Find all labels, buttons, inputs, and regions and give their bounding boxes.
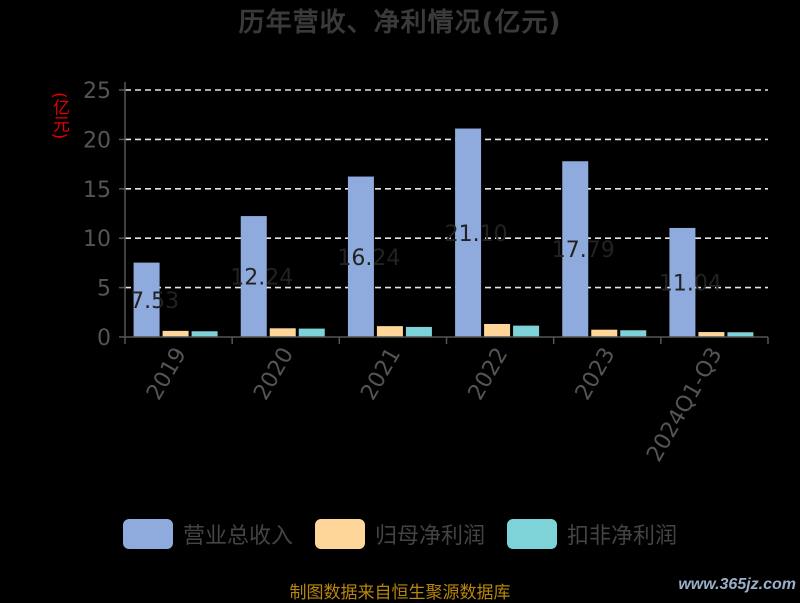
data-source-note: 制图数据来自恒生聚源数据库 [289, 583, 511, 603]
data-label-revenue: 11.04 [659, 271, 722, 296]
y-tick-label: 25 [83, 79, 111, 104]
data-label-revenue: 17.79 [552, 238, 615, 263]
bar-net-profit[interactable] [162, 330, 189, 337]
bar-deducted-profit[interactable] [405, 326, 432, 337]
legend-item-revenue[interactable]: 营业总收入 [122, 518, 293, 550]
y-tick-label: 15 [83, 178, 111, 203]
legend-label-deducted-profit: 扣非净利润 [567, 524, 678, 549]
x-tick-label: 2024Q1-Q3 [642, 344, 727, 467]
y-tick-label: 5 [97, 277, 111, 302]
x-tick-label: 2023 [571, 344, 621, 405]
bar-net-profit[interactable] [484, 323, 511, 337]
bar-deducted-profit[interactable] [191, 331, 218, 337]
legend-label-net-profit: 归母净利润 [374, 524, 485, 549]
legend-label-revenue: 营业总收入 [182, 524, 293, 549]
bar-net-profit[interactable] [376, 326, 403, 337]
bar-net-profit[interactable] [698, 332, 725, 337]
bar-deducted-profit[interactable] [620, 330, 647, 337]
bar-net-profit[interactable] [591, 329, 618, 337]
bars [133, 128, 754, 337]
data-label-revenue: 16.24 [337, 246, 400, 271]
data-label-revenue: 7.53 [130, 289, 179, 314]
legend: 营业总收入 归母净利润 扣非净利润 [0, 518, 800, 550]
data-label-revenue: 21.10 [445, 222, 508, 247]
x-tick-label: 2019 [142, 344, 192, 405]
grid-lines [125, 89, 768, 289]
legend-item-deducted-profit[interactable]: 扣非净利润 [507, 518, 677, 550]
bar-revenue[interactable] [240, 216, 267, 337]
data-label-revenue: 12.24 [230, 266, 293, 291]
y-tick-label: 20 [83, 128, 111, 153]
x-tick-label: 2022 [464, 344, 514, 405]
bar-deducted-profit[interactable] [298, 328, 325, 337]
bar-revenue[interactable] [455, 128, 482, 337]
bar-revenue[interactable] [347, 176, 374, 337]
chart-title: 历年营收、净利情况(亿元) [238, 8, 562, 38]
legend-swatch-revenue [122, 519, 173, 549]
x-tick-label: 2020 [249, 344, 299, 405]
y-axis-label: (亿元) [49, 92, 69, 140]
legend-swatch-net-profit [314, 519, 365, 549]
bar-revenue[interactable] [133, 262, 160, 337]
bar-revenue[interactable] [562, 161, 589, 337]
legend-swatch-deducted-profit [507, 519, 557, 549]
y-tick-label: 0 [97, 326, 111, 351]
y-tick-label: 10 [83, 227, 111, 252]
bar-deducted-profit[interactable] [513, 325, 540, 337]
bar-deducted-profit[interactable] [727, 332, 754, 337]
watermark: www.365jz.com [678, 576, 796, 593]
bar-revenue[interactable] [669, 227, 696, 337]
data-labels: 7.53 12.24 16.24 21.10 17.79 11.04 [130, 222, 722, 314]
legend-item-net-profit[interactable]: 归母净利润 [314, 518, 485, 550]
bar-net-profit[interactable] [269, 328, 296, 337]
x-tick-label: 2021 [356, 344, 406, 405]
